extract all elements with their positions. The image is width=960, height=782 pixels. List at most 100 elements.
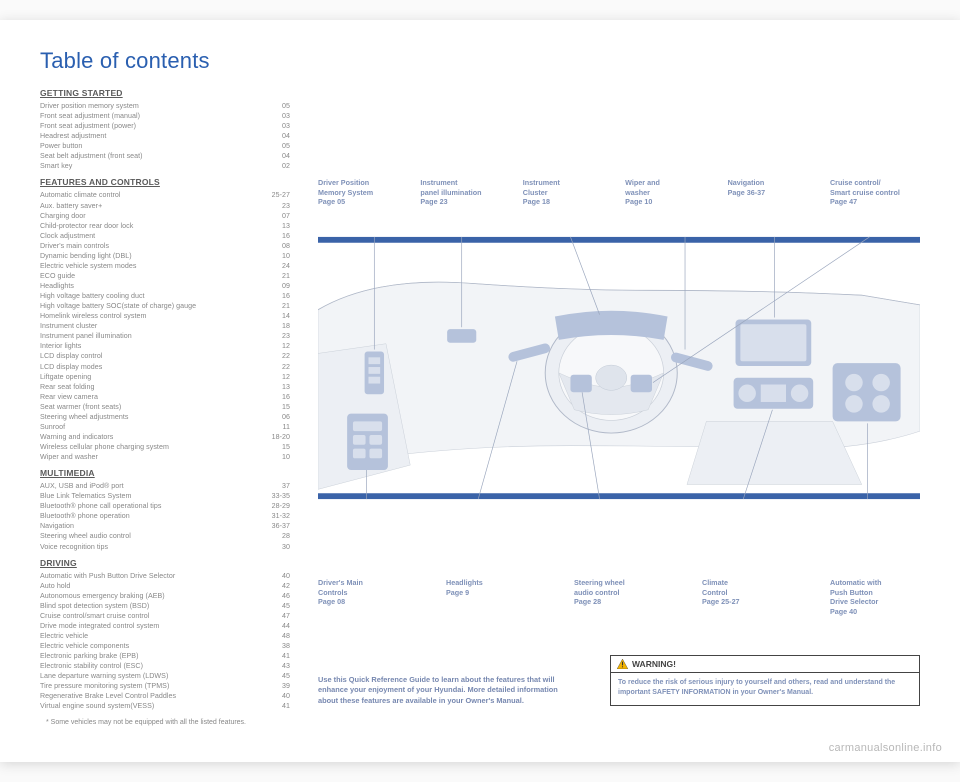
toc-item-page: 12 — [260, 372, 290, 382]
toc-row: Virtual engine sound system(VESS)41 — [40, 701, 290, 711]
toc-row: Interior lights12 — [40, 341, 290, 351]
toc-item-page: 23 — [260, 201, 290, 211]
diagram-callout: NavigationPage 36-37 — [728, 178, 818, 207]
toc-item-label: Aux. battery saver+ — [40, 201, 260, 211]
toc-row: Autonomous emergency braking (AEB)46 — [40, 591, 290, 601]
callout-line: Cruise control/ — [830, 178, 920, 188]
toc-item-page: 40 — [260, 691, 290, 701]
toc-row: Wireless cellular phone charging system1… — [40, 442, 290, 452]
toc-item-label: Seat warmer (front seats) — [40, 402, 260, 412]
table-of-contents: Table of contents GETTING STARTED Driver … — [40, 48, 290, 734]
toc-item-label: Front seat adjustment (manual) — [40, 111, 260, 121]
toc-item-label: Autonomous emergency braking (AEB) — [40, 591, 260, 601]
warning-box: WARNING! To reduce the risk of serious i… — [610, 655, 920, 706]
callout-line: Headlights — [446, 578, 536, 588]
toc-row: Warning and indicators18-20 — [40, 432, 290, 442]
toc-row: LCD display modes22 — [40, 362, 290, 372]
toc-item-label: Drive mode integrated control system — [40, 621, 260, 631]
main-diagram-area: Driver PositionMemory SystemPage 05 Instr… — [290, 48, 920, 734]
toc-item-page: 39 — [260, 681, 290, 691]
toc-item-page: 28 — [260, 531, 290, 541]
toc-item-page: 36-37 — [260, 521, 290, 531]
toc-row: Drive mode integrated control system44 — [40, 621, 290, 631]
toc-row: Electronic stability control (ESC)43 — [40, 661, 290, 671]
toc-row: Lane departure warning system (LDWS)45 — [40, 671, 290, 681]
callout-line: Smart cruise control — [830, 188, 920, 198]
toc-item-page: 13 — [260, 382, 290, 392]
toc-item-label: Headrest adjustment — [40, 131, 260, 141]
callout-line: washer — [625, 188, 715, 198]
callout-line: Driver's Main — [318, 578, 408, 588]
toc-row: Driver position memory system05 — [40, 101, 290, 111]
toc-section-heading: GETTING STARTED — [40, 88, 290, 98]
toc-item-label: Tire pressure monitoring system (TPMS) — [40, 681, 260, 691]
toc-item-page: 41 — [260, 651, 290, 661]
toc-item-page: 15 — [260, 402, 290, 412]
diagram-callout: Driver's MainControlsPage 08 — [318, 578, 408, 617]
toc-item-page: 13 — [260, 221, 290, 231]
toc-item-label: Electric vehicle components — [40, 641, 260, 651]
toc-item-page: 21 — [260, 271, 290, 281]
toc-item-page: 16 — [260, 231, 290, 241]
toc-item-page: 37 — [260, 481, 290, 491]
callout-page: Page 47 — [830, 197, 920, 207]
toc-item-label: Wireless cellular phone charging system — [40, 442, 260, 452]
toc-item-page: 06 — [260, 412, 290, 422]
toc-item-page: 08 — [260, 241, 290, 251]
toc-row: High voltage battery SOC(state of charge… — [40, 301, 290, 311]
toc-item-label: Instrument cluster — [40, 321, 260, 331]
toc-section-heading: FEATURES AND CONTROLS — [40, 177, 290, 187]
toc-item-page: 18-20 — [260, 432, 290, 442]
toc-item-label: Rear seat folding — [40, 382, 260, 392]
toc-row: Rear view camera16 — [40, 392, 290, 402]
toc-item-page: 23 — [260, 331, 290, 341]
toc-row: Instrument panel illumination23 — [40, 331, 290, 341]
toc-item-page: 31-32 — [260, 511, 290, 521]
toc-row: Electric vehicle48 — [40, 631, 290, 641]
toc-item-label: Virtual engine sound system(VESS) — [40, 701, 260, 711]
toc-row: Electric vehicle system modes24 — [40, 261, 290, 271]
toc-row: Blue Link Telematics System33-35 — [40, 491, 290, 501]
callout-line: Control — [702, 588, 792, 598]
toc-item-label: Bluetooth® phone call operational tips — [40, 501, 260, 511]
toc-row: Rear seat folding13 — [40, 382, 290, 392]
toc-row: LCD display control22 — [40, 351, 290, 361]
toc-title: Table of contents — [40, 48, 290, 74]
toc-row: Headrest adjustment04 — [40, 131, 290, 141]
toc-row: Sunroof11 — [40, 422, 290, 432]
toc-item-page: 22 — [260, 351, 290, 361]
diagram-callout: Driver PositionMemory SystemPage 05 — [318, 178, 408, 207]
toc-item-label: High voltage battery SOC(state of charge… — [40, 301, 260, 311]
toc-item-label: Driver's main controls — [40, 241, 260, 251]
callout-page: Page 25-27 — [702, 597, 792, 607]
toc-footnote: * Some vehicles may not be equipped with… — [40, 719, 290, 726]
toc-row: Bluetooth® phone operation31-32 — [40, 511, 290, 521]
toc-row: Electric vehicle components38 — [40, 641, 290, 651]
toc-row: Blind spot detection system (BSD)45 — [40, 601, 290, 611]
toc-item-page: 03 — [260, 111, 290, 121]
callout-line: Automatic with — [830, 578, 920, 588]
toc-item-page: 09 — [260, 281, 290, 291]
toc-item-label: Automatic with Push Button Drive Selecto… — [40, 571, 260, 581]
toc-row: Seat belt adjustment (front seat)04 — [40, 151, 290, 161]
toc-item-label: Driver position memory system — [40, 101, 260, 111]
toc-item-page: 14 — [260, 311, 290, 321]
diagram-callout: InstrumentClusterPage 18 — [523, 178, 613, 207]
toc-item-label: Auto hold — [40, 581, 260, 591]
callout-page: Page 05 — [318, 197, 408, 207]
toc-item-label: Cruise control/smart cruise control — [40, 611, 260, 621]
toc-item-label: Lane departure warning system (LDWS) — [40, 671, 260, 681]
manual-page: Table of contents GETTING STARTEDDriver … — [0, 20, 960, 762]
toc-item-label: Steering wheel audio control — [40, 531, 260, 541]
toc-item-page: 42 — [260, 581, 290, 591]
toc-item-label: Power button — [40, 141, 260, 151]
toc-item-page: 25-27 — [260, 190, 290, 200]
toc-item-page: 07 — [260, 211, 290, 221]
toc-item-label: Navigation — [40, 521, 260, 531]
callout-page: Page 23 — [420, 197, 510, 207]
warning-body: To reduce the risk of serious injury to … — [611, 673, 919, 705]
toc-row: Liftgate opening12 — [40, 372, 290, 382]
toc-row: Voice recognition tips30 — [40, 542, 290, 552]
callout-line: audio control — [574, 588, 664, 598]
warning-label: WARNING! — [632, 659, 676, 669]
